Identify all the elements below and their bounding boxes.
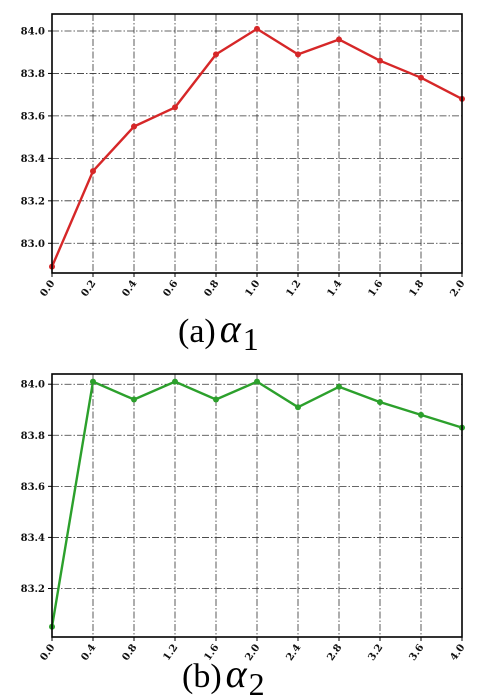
data-point (377, 399, 383, 406)
x-tick-label: 0.4 (79, 642, 98, 663)
data-point (295, 51, 301, 58)
y-tick-label: 83.4 (21, 154, 45, 165)
x-tick-label: 2.0 (448, 278, 467, 299)
x-tick-label: 1.0 (243, 278, 262, 299)
data-point (418, 411, 424, 418)
data-point (90, 168, 96, 175)
y-tick-label: 83.0 (21, 239, 45, 250)
plot-frame (51, 13, 463, 274)
caption-prefix: (b) (182, 658, 222, 695)
x-tick-label: 1.6 (366, 278, 385, 299)
data-point (336, 383, 342, 390)
y-tick-label: 83.6 (21, 111, 45, 122)
x-tick-label: 2.8 (325, 642, 344, 663)
y-tick-label: 84.0 (21, 380, 45, 391)
y-tick-label: 84.0 (21, 26, 45, 37)
caption-symbol: α (220, 306, 242, 350)
caption-subscript: 1 (243, 321, 259, 350)
caption-prefix: (a) (178, 313, 216, 350)
data-point (336, 36, 342, 43)
x-tick-label: 0.8 (120, 642, 139, 663)
x-tick-label: 0.0 (38, 642, 57, 663)
x-tick-label: 3.2 (366, 642, 385, 663)
x-tick-label: 1.2 (284, 278, 303, 299)
data-point (131, 396, 137, 403)
plot-frame (51, 373, 463, 638)
x-tick-label: 0.2 (79, 278, 98, 299)
y-tick-label: 83.4 (21, 533, 45, 544)
x-tick-label: 2.4 (284, 642, 303, 663)
chart-alpha-1: 83.0 83.2 83.4 83.6 83.8 84.0 0.0 0.2 0.4 0.6 0.8 1… (21, 13, 467, 350)
x-tick-label: 0.6 (161, 278, 180, 299)
y-tick-label: 83.2 (21, 584, 45, 595)
x-tick-label: 1.2 (161, 642, 180, 663)
y-tick-label: 83.8 (21, 69, 45, 80)
y-tick-label: 83.2 (21, 196, 45, 207)
x-tick-label: 0.4 (120, 278, 139, 299)
data-point (254, 25, 260, 32)
x-tick-label: 0.8 (202, 278, 221, 299)
data-point (90, 378, 96, 385)
chart-alpha-2: 83.283.483.683.884.00.0 0.4 0.8 1.2 1.6 2.0 2.… (21, 373, 467, 695)
chart-caption: (b) α2 (182, 651, 265, 695)
data-point (377, 57, 383, 64)
data-point (213, 51, 219, 58)
x-tick-label: 1.8 (407, 278, 426, 299)
caption-symbol: α (226, 651, 248, 695)
data-point (172, 104, 178, 111)
x-tick-label: 1.4 (325, 278, 344, 299)
x-tick-label: 4.0 (448, 642, 467, 663)
data-point (131, 123, 137, 130)
chart-caption: (a) α1 (178, 306, 259, 350)
y-tick-label: 83.6 (21, 482, 45, 493)
x-tick-label: 3.6 (407, 642, 426, 663)
data-point (295, 404, 301, 411)
data-point (418, 74, 424, 81)
y-tick-label: 83.8 (21, 431, 45, 442)
x-tick-label: 0.0 (38, 278, 57, 299)
data-point (213, 396, 219, 403)
data-point (172, 378, 178, 385)
data-point (254, 378, 260, 385)
caption-subscript: 2 (249, 666, 265, 695)
